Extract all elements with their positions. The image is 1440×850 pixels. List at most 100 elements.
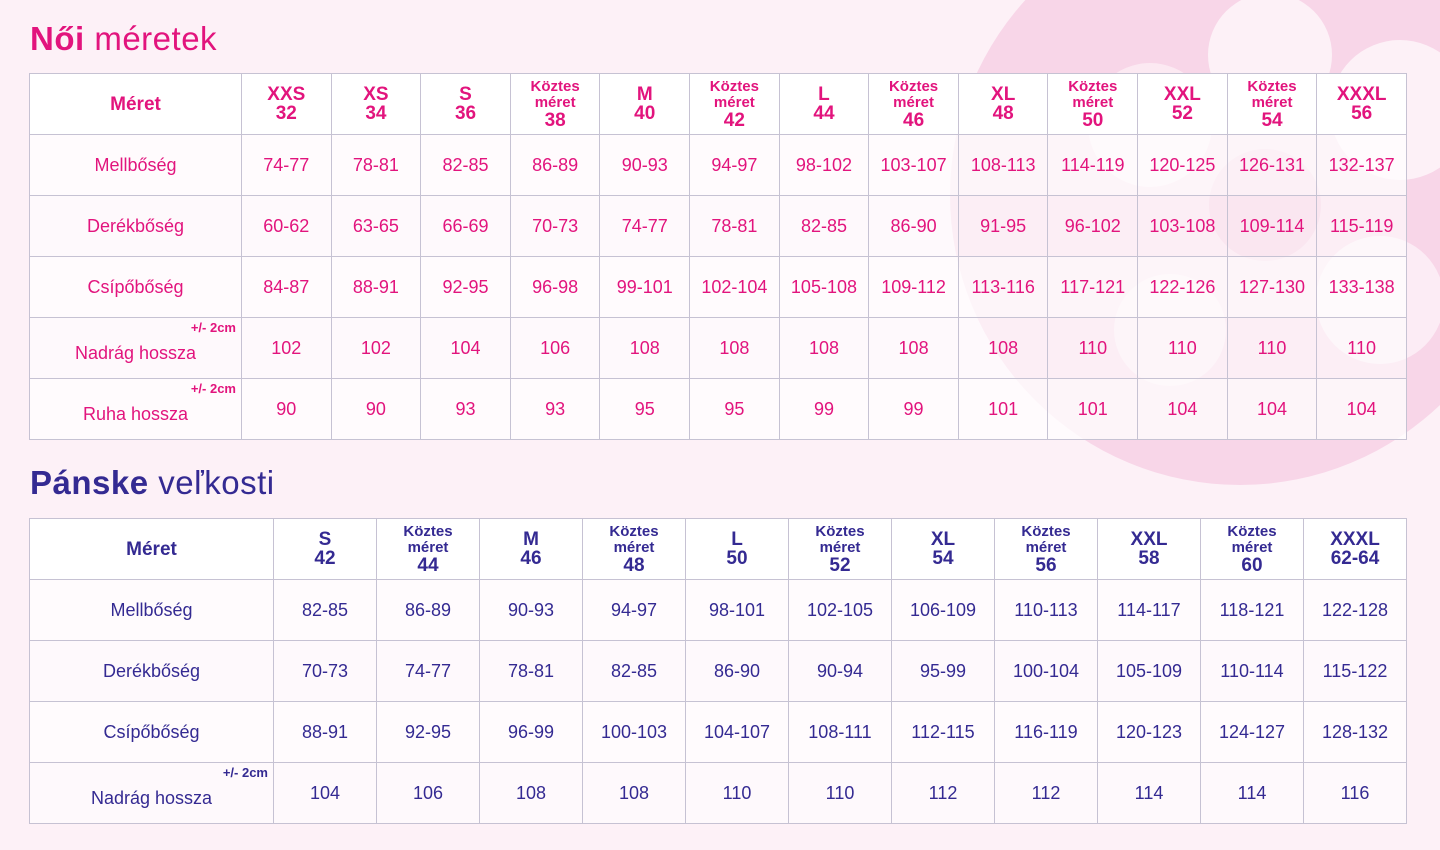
size-intermediate-label: Köztes xyxy=(888,77,939,95)
size-number: 56 xyxy=(1351,103,1373,124)
women-title: Női méretek xyxy=(30,20,218,57)
measurement-value: 110 xyxy=(1316,317,1407,379)
measurement-value: 86-89 xyxy=(509,134,601,196)
size-letter: S xyxy=(459,84,472,105)
size-intermediate-label: Köztes xyxy=(530,77,580,95)
measurement-value: 122-128 xyxy=(1303,579,1407,641)
measurement-value: 90-93 xyxy=(479,579,583,641)
table-row: Mellbőség 74-77 78-81 82-85 86-89 90-93 94-97 9… xyxy=(29,134,1407,196)
size-number: 52 xyxy=(829,554,851,576)
size-header-cell: Köztes méret 38 xyxy=(509,73,601,135)
size-header-cell: XXL 58 xyxy=(1097,518,1201,580)
women-size-table: Méret XXS 32 XS 34 S 36 Köztes méret 38 M 40 Köztes m… xyxy=(29,73,1407,440)
size-letter: XL xyxy=(930,529,956,550)
measurement-value: 105-109 xyxy=(1097,640,1201,702)
tolerance-note: +/- 2cm xyxy=(222,765,268,780)
measurement-value: 112 xyxy=(994,762,1098,824)
measurement-value: 78-81 xyxy=(330,134,422,196)
size-number: 54 xyxy=(932,548,954,569)
measurement-value: 93 xyxy=(420,378,511,440)
measurement-value: 78-81 xyxy=(689,195,780,257)
size-intermediate-label: Köztes xyxy=(1247,77,1297,95)
measurement-value: 95 xyxy=(599,378,691,440)
measurement-value: 98-101 xyxy=(685,579,789,641)
measurement-value: 82-85 xyxy=(778,195,870,257)
measurement-value: 95-99 xyxy=(891,640,995,702)
size-number: 44 xyxy=(813,103,835,124)
size-number: 48 xyxy=(992,103,1014,124)
measurement-value: 120-125 xyxy=(1137,134,1228,196)
measurement-value: 82-85 xyxy=(273,579,377,641)
measurement-value: 116-119 xyxy=(994,701,1098,763)
size-intermediate-label: méret xyxy=(1231,538,1273,556)
size-header-cell: Köztes méret 54 xyxy=(1226,73,1318,135)
measurement-value: 99 xyxy=(778,378,870,440)
measurement-value: 70-73 xyxy=(509,195,601,257)
measurement-value: 92-95 xyxy=(376,701,480,763)
measurement-value: 78-81 xyxy=(479,640,583,702)
size-number: 32 xyxy=(275,103,297,124)
measurement-value: 109-114 xyxy=(1226,195,1318,257)
size-letter: M xyxy=(523,529,539,550)
measurement-label: Csípőbőség xyxy=(29,256,242,318)
table-row: +/- 2cm Nadrág hossza 102 102 104 106 108 108 10… xyxy=(29,317,1407,379)
size-letter: XXXL xyxy=(1336,84,1387,105)
size-header-cell: XL 54 xyxy=(891,518,995,580)
size-intermediate-label: Köztes xyxy=(609,522,659,540)
size-intermediate-label: méret xyxy=(713,93,755,111)
measurement-value: 74-77 xyxy=(376,640,480,702)
size-header-label: Méret xyxy=(29,518,274,580)
tolerance-note: +/- 2cm xyxy=(190,320,236,335)
measurement-label: +/- 2cm Ruha hossza xyxy=(29,378,242,440)
size-header-cell: Köztes méret 48 xyxy=(582,518,686,580)
measurement-value: 84-87 xyxy=(241,256,332,318)
measurement-value: 110 xyxy=(788,762,892,824)
size-intermediate-label: méret xyxy=(893,93,934,111)
measurement-name: Nadrág hossza xyxy=(90,787,213,808)
measurement-label: Mellbőség xyxy=(29,134,242,196)
measurement-value: 104-107 xyxy=(685,701,789,763)
size-header-cell: XL 48 xyxy=(957,73,1049,135)
measurement-value: 91-95 xyxy=(957,195,1049,257)
size-header-label: Méret xyxy=(29,73,242,135)
measurement-label: Mellbőség xyxy=(29,579,274,641)
size-header-cell: Köztes méret 44 xyxy=(376,518,480,580)
size-number: 50 xyxy=(1082,109,1104,131)
size-intermediate-label: Köztes xyxy=(403,522,453,540)
measurement-value: 128-132 xyxy=(1303,701,1407,763)
size-header-cell: L 44 xyxy=(778,73,870,135)
measurement-value: 122-126 xyxy=(1137,256,1228,318)
size-letter: S xyxy=(318,529,332,550)
men-size-table: Méret S 42 Köztes méret 44 M 46 Köztes méret 48 L 50… xyxy=(29,518,1407,824)
measurement-value: 70-73 xyxy=(273,640,377,702)
size-letter: XXL xyxy=(1130,529,1168,550)
measurement-value: 86-90 xyxy=(685,640,789,702)
measurement-value: 86-90 xyxy=(868,195,959,257)
measurement-value: 92-95 xyxy=(420,256,511,318)
size-intermediate-label: méret xyxy=(407,538,449,556)
table-row: Mellbőség 82-85 86-89 90-93 94-97 98-101 102-1… xyxy=(29,579,1407,641)
size-intermediate-label: Köztes xyxy=(1068,77,1118,95)
size-intermediate-label: méret xyxy=(1025,538,1067,556)
measurement-value: 110 xyxy=(1047,317,1139,379)
men-title: Pánske veľkosti xyxy=(30,464,275,501)
measurement-label: +/- 2cm Nadrág hossza xyxy=(29,317,242,379)
measurement-value: 96-98 xyxy=(509,256,601,318)
measurement-value: 82-85 xyxy=(420,134,511,196)
size-header-cell: Köztes méret 50 xyxy=(1047,73,1139,135)
measurement-name: Ruha hossza xyxy=(82,403,189,424)
table-row: Csípőbőség 88-91 92-95 96-99 100-103 104-107 1… xyxy=(29,701,1407,763)
table-row: +/- 2cm Nadrág hossza 104 106 108 108 110 110 11… xyxy=(29,762,1407,824)
tolerance-note: +/- 2cm xyxy=(190,381,236,396)
measurement-value: 133-138 xyxy=(1316,256,1407,318)
size-intermediate-label: méret xyxy=(1072,93,1114,111)
measurement-value: 102 xyxy=(330,317,422,379)
size-intermediate-label: Köztes xyxy=(1227,522,1277,540)
size-number: 56 xyxy=(1035,554,1057,576)
size-number: 50 xyxy=(726,548,748,569)
size-intermediate-label: méret xyxy=(534,93,576,111)
measurement-value: 113-116 xyxy=(957,256,1049,318)
size-header-cell: XXS 32 xyxy=(241,73,332,135)
size-header-cell: XS 34 xyxy=(330,73,422,135)
measurement-value: 110 xyxy=(1226,317,1318,379)
